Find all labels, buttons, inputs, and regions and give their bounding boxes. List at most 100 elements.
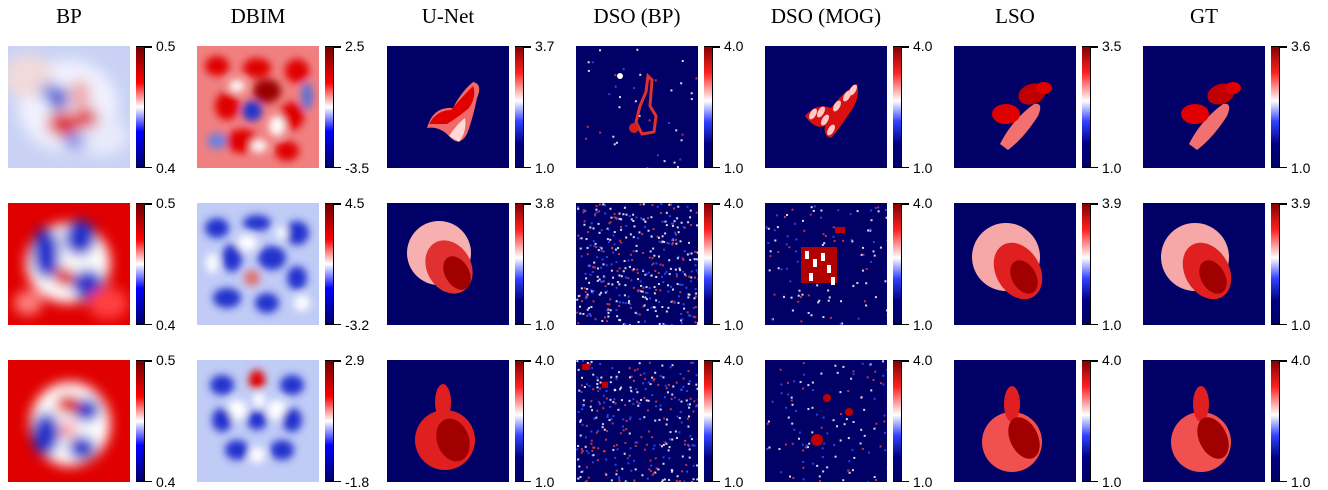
- colorbar-max-label: 3.9: [1102, 196, 1121, 210]
- colorbar-min-label: 1.0: [535, 161, 554, 175]
- colorbar-min-label: 1.0: [724, 161, 743, 175]
- colorbar-tick: [334, 360, 341, 362]
- reconstruction-image: [576, 46, 698, 168]
- reconstruction-image: [8, 46, 130, 168]
- colorbar-frame: [515, 46, 524, 168]
- colorbar-frame: [1271, 203, 1280, 325]
- reconstruction-image: [765, 360, 887, 482]
- reconstruction-image: [197, 203, 319, 325]
- colorbar-tick: [713, 481, 720, 483]
- colorbar-tick: [902, 167, 909, 169]
- colorbar-min-label: 1.0: [1102, 161, 1121, 175]
- colorbar-tick: [902, 324, 909, 326]
- colorbar-tick: [145, 46, 152, 48]
- column-title: DSO (MOG): [761, 4, 891, 29]
- colorbar-min-label: -3.2: [345, 318, 369, 332]
- colorbar-frame: [325, 360, 334, 482]
- reconstruction-image: [954, 203, 1076, 325]
- colorbar-tick: [1091, 481, 1098, 483]
- colorbar-min-label: 1.0: [913, 318, 932, 332]
- colorbar-frame: [1082, 203, 1091, 325]
- colorbar-tick: [1280, 167, 1287, 169]
- colorbar-tick: [334, 324, 341, 326]
- colorbar-tick: [902, 481, 909, 483]
- colorbar-tick: [334, 203, 341, 205]
- colorbar-frame: [893, 360, 902, 482]
- colorbar-tick: [524, 324, 531, 326]
- reconstruction-image: [576, 360, 698, 482]
- colorbar-max-label: 2.9: [345, 353, 364, 367]
- reconstruction-image: [387, 46, 509, 168]
- colorbar-frame: [515, 203, 524, 325]
- reconstruction-image: [765, 46, 887, 168]
- column-title: GT: [1139, 4, 1269, 29]
- column-title: BP: [4, 4, 134, 29]
- column-title: DBIM: [193, 4, 323, 29]
- colorbar-min-label: -3.5: [345, 161, 369, 175]
- colorbar-tick: [713, 167, 720, 169]
- colorbar-max-label: 3.9: [1291, 196, 1310, 210]
- colorbar-max-label: 4.0: [913, 39, 932, 53]
- colorbar-tick: [713, 324, 720, 326]
- colorbar-tick: [524, 167, 531, 169]
- colorbar-max-label: 4.0: [724, 196, 743, 210]
- colorbar: 2.5-3.5: [325, 46, 334, 168]
- colorbar-frame: [325, 46, 334, 168]
- reconstruction-image: [197, 46, 319, 168]
- colorbar-min-label: 1.0: [724, 475, 743, 489]
- colorbar-min-label: 0.4: [156, 318, 175, 332]
- colorbar-tick: [1280, 324, 1287, 326]
- colorbar-min-label: 0.4: [156, 161, 175, 175]
- column-title: U-Net: [383, 4, 513, 29]
- colorbar: 4.5-3.2: [325, 203, 334, 325]
- colorbar-tick: [902, 360, 909, 362]
- colorbar-min-label: 1.0: [1291, 318, 1310, 332]
- colorbar-min-label: 1.0: [1291, 475, 1310, 489]
- colorbar-frame: [704, 360, 713, 482]
- colorbar-frame: [1271, 360, 1280, 482]
- colorbar-max-label: 0.5: [156, 196, 175, 210]
- colorbar-tick: [145, 167, 152, 169]
- colorbar-tick: [1091, 167, 1098, 169]
- colorbar-tick: [334, 167, 341, 169]
- colorbar-tick: [1280, 46, 1287, 48]
- colorbar-max-label: 2.5: [345, 39, 364, 53]
- colorbar-min-label: -1.8: [345, 475, 369, 489]
- colorbar-tick: [145, 481, 152, 483]
- colorbar-tick: [524, 46, 531, 48]
- reconstruction-image: [8, 360, 130, 482]
- colorbar-tick: [713, 360, 720, 362]
- colorbar-max-label: 0.5: [156, 353, 175, 367]
- colorbar-min-label: 1.0: [535, 318, 554, 332]
- reconstruction-image: [1143, 360, 1265, 482]
- colorbar-min-label: 1.0: [913, 161, 932, 175]
- colorbar-min-label: 0.4: [156, 475, 175, 489]
- colorbar-tick: [1091, 324, 1098, 326]
- reconstruction-image: [954, 360, 1076, 482]
- colorbar-frame: [325, 203, 334, 325]
- reconstruction-image: [576, 203, 698, 325]
- colorbar-tick: [713, 46, 720, 48]
- reconstruction-image: [1143, 46, 1265, 168]
- colorbar-max-label: 4.0: [913, 196, 932, 210]
- colorbar-frame: [1271, 46, 1280, 168]
- colorbar-max-label: 4.0: [724, 353, 743, 367]
- colorbar-max-label: 0.5: [156, 39, 175, 53]
- colorbar-frame: [1082, 360, 1091, 482]
- colorbar-frame: [1082, 46, 1091, 168]
- colorbar-frame: [704, 46, 713, 168]
- colorbar-tick: [902, 203, 909, 205]
